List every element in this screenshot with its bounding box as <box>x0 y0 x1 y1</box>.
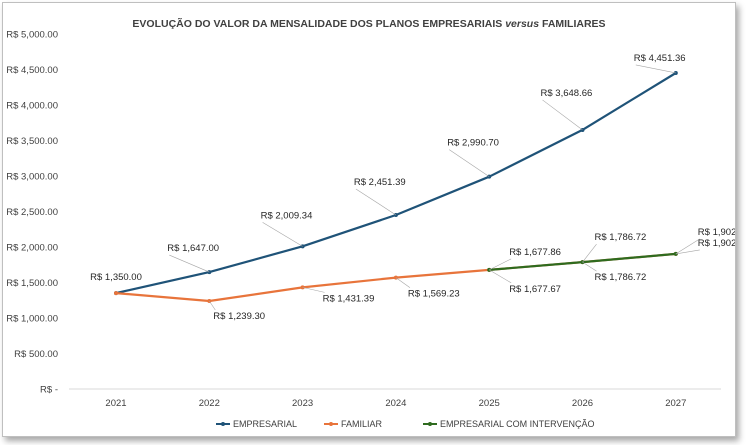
data-label-leader <box>262 222 303 247</box>
x-tick-label: 2024 <box>385 398 406 409</box>
legend-marker <box>329 422 333 426</box>
y-axis: R$ - R$ 500.00 R$ 1,000.00 R$ 1,500.00 R$ 2,… <box>6 30 58 396</box>
data-label-leader <box>395 277 411 288</box>
chart-title: EVOLUÇÃO DO VALOR DA MENSALIDADE DOS PLA… <box>132 17 605 30</box>
x-tick-label: 2027 <box>665 398 686 409</box>
data-label: R$ 1,431.39 <box>323 293 375 304</box>
data-label-leader <box>449 149 490 177</box>
y-tick-label: R$ 4,000.00 <box>6 101 58 112</box>
y-tick-label: R$ 5,000.00 <box>6 30 58 41</box>
data-label: R$ 2,009.34 <box>261 210 313 221</box>
data-label: R$ 2,990.70 <box>447 138 499 149</box>
data-label-leader <box>582 243 597 263</box>
data-label: R$ 1,350.00 <box>90 272 142 283</box>
x-tick-label: 2022 <box>199 398 220 409</box>
x-tick-label: 2021 <box>105 398 126 409</box>
y-tick-label: R$ 1,500.00 <box>6 278 58 289</box>
y-tick-label: R$ 4,500.00 <box>6 65 58 76</box>
data-label: R$ 4,451.36 <box>634 53 686 64</box>
data-label-leader <box>675 249 700 255</box>
chart-frame: EVOLUÇÃO DO VALOR DA MENSALIDADE DOS PLA… <box>2 2 736 437</box>
chart-title-part-3: FAMILIARES <box>539 18 606 30</box>
data-label-leader <box>355 188 397 216</box>
data-label-leader <box>489 258 512 271</box>
x-tick-label: 2023 <box>292 398 313 409</box>
y-tick-label: R$ 2,000.00 <box>6 243 58 254</box>
data-label-leader <box>542 99 583 131</box>
y-tick-label: R$ - <box>40 385 58 396</box>
data-point <box>114 291 118 296</box>
legend-marker <box>221 422 225 426</box>
data-label-leader <box>489 269 512 284</box>
data-label-leader <box>169 254 210 273</box>
legend: EMPRESARIAL FAMILIAR EMPRESARIAL COM INTER… <box>216 419 595 429</box>
data-label-leader <box>582 261 597 272</box>
data-label: R$ 1,677.67 <box>509 284 561 295</box>
data-label: R$ 1,902.85 <box>698 227 735 238</box>
data-label: R$ 1,902.85 <box>698 238 735 249</box>
data-label-leader <box>209 300 216 311</box>
data-label-leader <box>302 287 325 293</box>
data-label: R$ 1,569.23 <box>408 289 460 300</box>
data-label: R$ 1,786.72 <box>595 272 647 283</box>
data-label: R$ 2,451.39 <box>354 177 406 188</box>
data-labels: R$ 1,350.00 R$ 1,647.00 R$ 2,009.34 R$ 2,45… <box>90 53 735 322</box>
y-tick-label: R$ 500.00 <box>14 349 58 360</box>
legend-label: EMPRESARIAL <box>233 419 297 429</box>
y-tick-label: R$ 3,500.00 <box>6 136 58 147</box>
chart-title-part-2: versus <box>505 18 539 30</box>
chart-title-part-1: EVOLUÇÃO DO VALOR DA MENSALIDADE DOS PLA… <box>132 17 505 30</box>
y-tick-label: R$ 2,500.00 <box>6 207 58 218</box>
x-tick-label: 2025 <box>479 398 500 409</box>
legend-label: FAMILIAR <box>341 419 383 429</box>
x-tick-label: 2026 <box>572 398 593 409</box>
data-label-leader <box>635 64 676 74</box>
line-chart: EVOLUÇÃO DO VALOR DA MENSALIDADE DOS PLA… <box>6 17 735 429</box>
data-label: R$ 1,677.86 <box>509 247 561 258</box>
data-label-leader <box>675 238 700 255</box>
data-label: R$ 3,648.66 <box>541 88 593 99</box>
data-label: R$ 1,647.00 <box>167 243 219 254</box>
x-axis: 2021 2022 2023 2024 2025 2026 2027 <box>69 388 721 409</box>
legend-label: EMPRESARIAL COM INTERVENÇÃO <box>440 419 595 429</box>
legend-marker <box>428 422 432 426</box>
data-label: R$ 1,786.72 <box>595 232 647 243</box>
data-label: R$ 1,239.30 <box>213 311 265 322</box>
y-tick-label: R$ 1,000.00 <box>6 314 58 325</box>
y-tick-label: R$ 3,000.00 <box>6 172 58 183</box>
